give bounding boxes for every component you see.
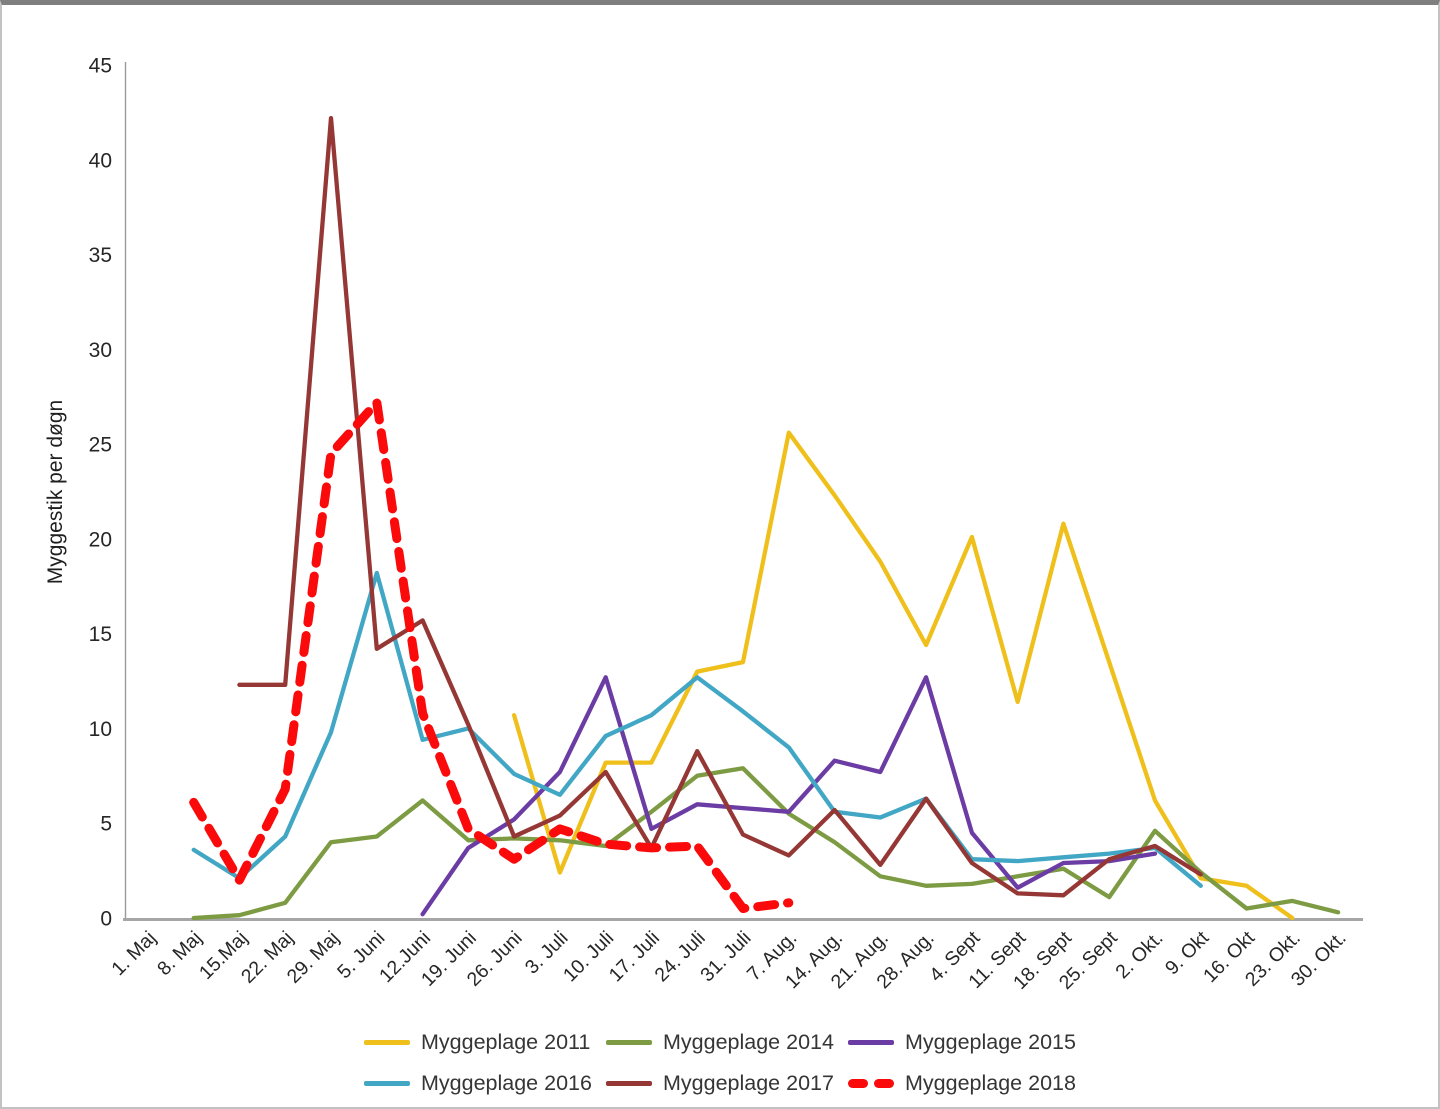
series-line-myggeplage-2014 [191,766,1341,921]
y-axis-tick-labels: 0 5 10 15 20 25 30 35 40 45 [89,55,112,931]
legend-row-1: Myggeplage 2011 Myggeplage 2014 Myggeplage… [364,1026,1090,1058]
legend-label-myggeplage-2014: Myggeplage 2014 [663,1029,834,1054]
legend-swatch-myggeplage-2018 [848,1078,894,1088]
legend-swatch-myggeplage-2011 [364,1039,410,1045]
x-tick-label-29-maj: 29. Maj [283,927,344,988]
y-tick-label-20: 20 [89,528,112,551]
legend-item-myggeplage-2016: Myggeplage 2016 [364,1071,606,1096]
series-line-myggeplage-2018 [189,397,794,913]
series-line-myggeplage-2011 [511,430,1295,921]
y-tick-label-0: 0 [100,908,112,931]
dash-mark [848,1078,868,1088]
x-tick-label-1-maj: 1. Maj [107,927,160,980]
y-tick-label-35: 35 [89,244,112,267]
series-line-myggeplage-2017 [237,115,1203,898]
legend-swatch-myggeplage-2017 [606,1080,652,1086]
legend-label-myggeplage-2015: Myggeplage 2015 [905,1029,1076,1054]
legend-label-myggeplage-2011: Myggeplage 2011 [421,1029,591,1054]
y-tick-label-10: 10 [89,718,112,741]
dash-mark [874,1078,894,1088]
y-tick-label-45: 45 [89,55,112,78]
x-tick-label-31-juli: 31. Juli [696,927,755,986]
y-tick-label-25: 25 [89,434,112,457]
legend-item-myggeplage-2018: Myggeplage 2018 [848,1071,1090,1096]
legend-swatch-myggeplage-2016 [364,1080,410,1086]
y-tick-label-30: 30 [89,339,112,362]
legend-label-myggeplage-2017: Myggeplage 2017 [663,1070,834,1095]
legend-label-myggeplage-2016: Myggeplage 2016 [421,1070,592,1095]
legend-item-myggeplage-2011: Myggeplage 2011 [364,1030,606,1055]
legend-swatch-myggeplage-2015 [848,1039,894,1045]
legend-item-myggeplage-2014: Myggeplage 2014 [606,1030,848,1055]
y-axis-title: Myggestik per døgn [44,400,67,584]
x-tick-label-24-juli: 24. Juli [651,927,710,986]
y-tick-label-40: 40 [89,149,112,172]
x-tick-label-2-okt-: 2. Okt. [1111,927,1167,983]
series-line-myggeplage-2015 [420,675,1158,917]
series-line-myggeplage-2016 [191,570,1203,888]
legend-swatch-myggeplage-2014 [606,1039,652,1045]
legend-row-2: Myggeplage 2016 Myggeplage 2017 Myggeplage… [364,1067,1090,1099]
legend-label-myggeplage-2018: Myggeplage 2018 [905,1070,1076,1095]
x-tick-label-10-juli: 10. Juli [559,927,618,986]
legend-item-myggeplage-2017: Myggeplage 2017 [606,1071,848,1096]
legend-item-myggeplage-2015: Myggeplage 2015 [848,1030,1090,1055]
x-tick-label-17-juli: 17. Juli [605,927,664,986]
y-tick-label-15: 15 [89,623,112,646]
y-tick-label-5: 5 [100,813,112,836]
